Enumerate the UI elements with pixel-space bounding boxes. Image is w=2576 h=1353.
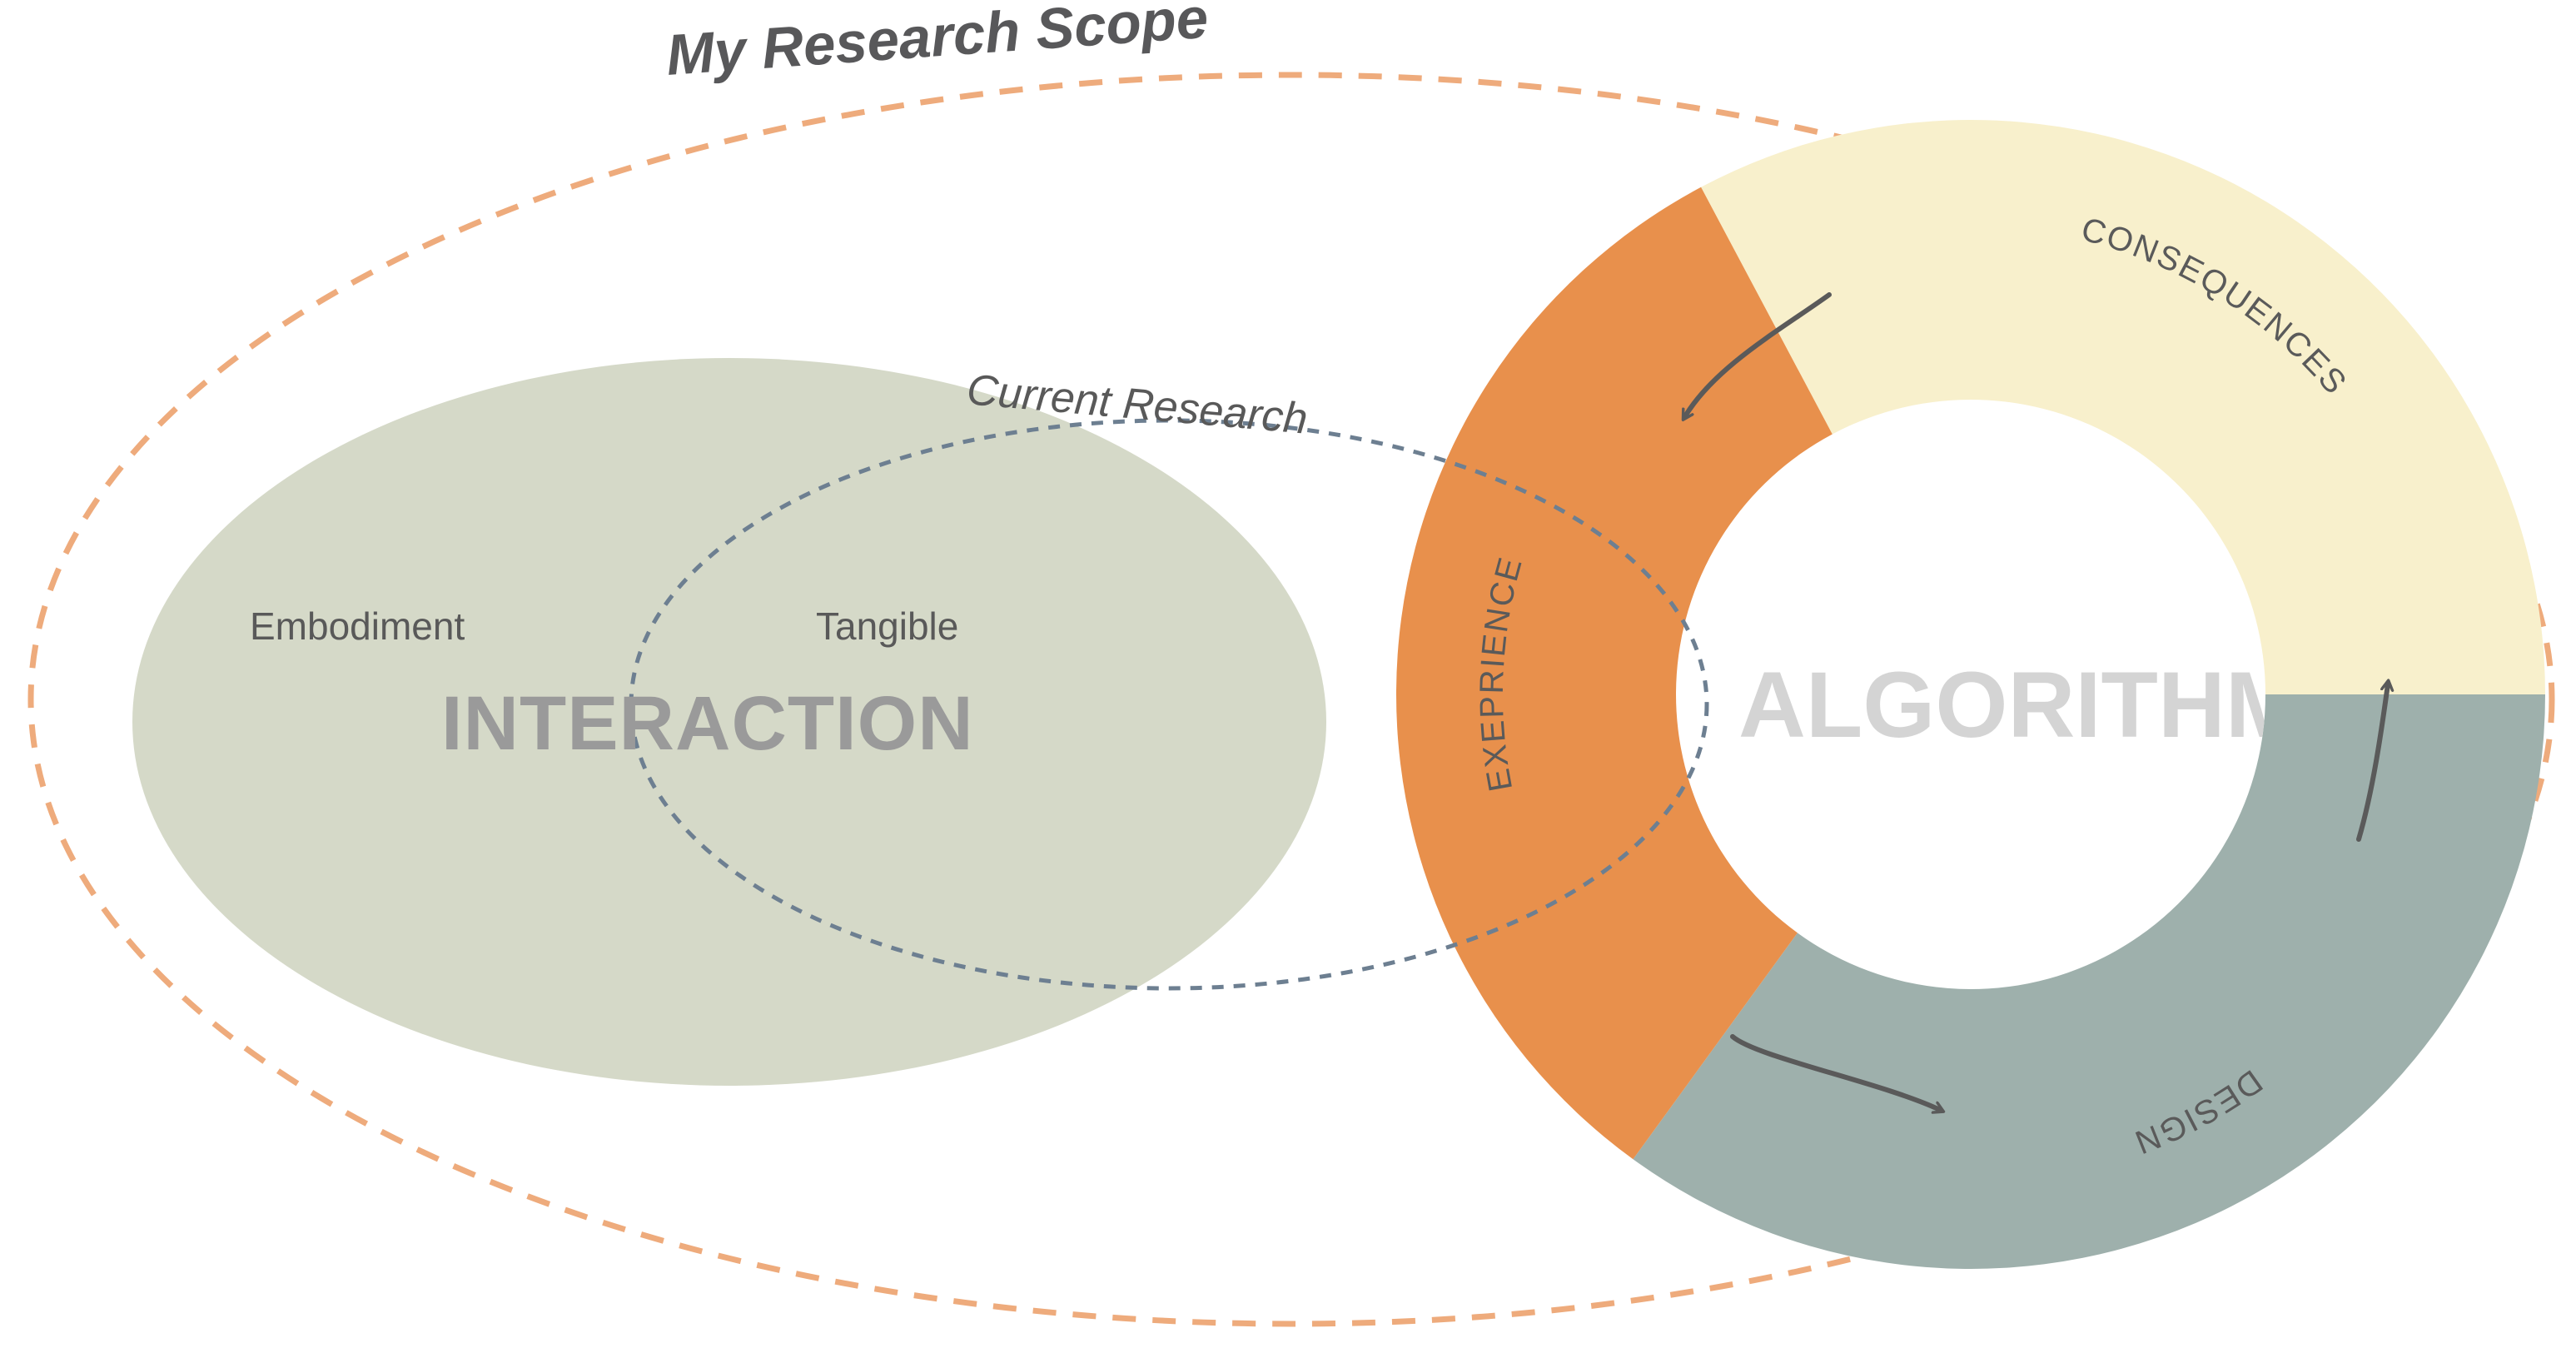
svg-text:ALGORITHM: ALGORITHM (1738, 653, 2303, 757)
svg-text:Embodiment: Embodiment (250, 604, 465, 648)
svg-text:Tangible: Tangible (816, 604, 958, 648)
svg-text:INTERACTION: INTERACTION (441, 681, 974, 766)
svg-text:My Research Scope: My Research Scope (664, 0, 1211, 87)
